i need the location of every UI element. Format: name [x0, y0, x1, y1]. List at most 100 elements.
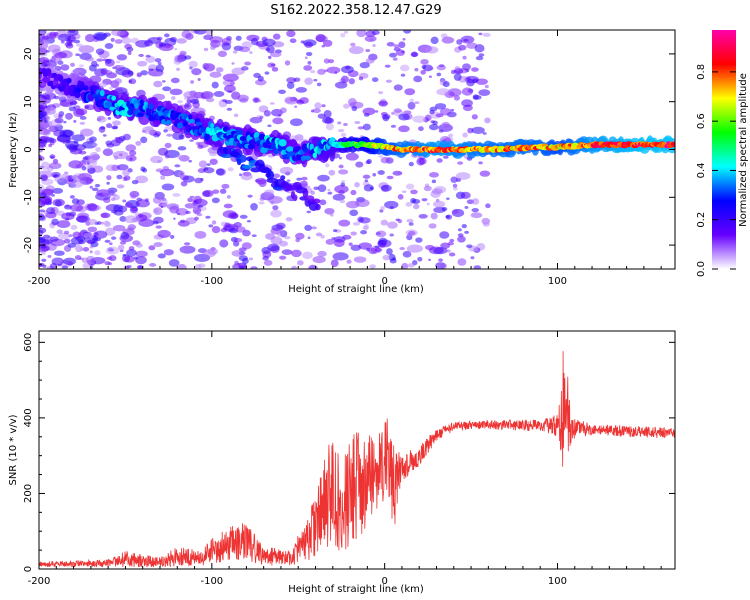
heatmap-speckle — [467, 127, 474, 134]
heatmap-speckle — [161, 183, 175, 191]
spectrogram-heatmap — [39, 30, 675, 269]
heatmap-speckle — [131, 217, 141, 223]
heatmap-speckle — [321, 116, 333, 124]
heatmap-speckle — [112, 120, 121, 126]
colorbar — [712, 30, 736, 269]
x-tick-label: -100 — [200, 576, 223, 587]
heatmap-speckle — [267, 55, 272, 60]
heatmap-speckle — [417, 256, 423, 262]
heatmap-speckle — [272, 205, 279, 211]
heatmap-speckle — [344, 65, 351, 70]
heatmap-ridge-cell — [273, 149, 280, 155]
heatmap-speckle — [128, 246, 135, 251]
heatmap-speckle — [461, 99, 473, 107]
heatmap-speckle — [471, 126, 485, 134]
x-tick-label: 0 — [381, 576, 387, 587]
heatmap-speckle — [355, 161, 364, 168]
heatmap-speckle — [267, 243, 280, 252]
heatmap-speckle — [126, 249, 137, 257]
heatmap-speckle — [317, 250, 327, 257]
y-tick-label: 0 — [23, 566, 34, 572]
heatmap-speckle — [219, 239, 229, 248]
heatmap-speckle — [94, 230, 108, 239]
heatmap-speckle — [51, 54, 62, 63]
heatmap-speckle — [86, 255, 96, 265]
heatmap-speckle — [435, 113, 444, 118]
heatmap-speckle — [401, 190, 407, 193]
heatmap-speckle — [408, 230, 416, 236]
heatmap-speckle — [42, 35, 50, 40]
heatmap-branch-cell — [220, 153, 233, 159]
heatmap-speckle — [470, 212, 483, 219]
heatmap-speckle — [177, 100, 183, 104]
heatmap-speckle — [439, 107, 452, 116]
heatmap-speckle — [359, 61, 370, 69]
heatmap-speckle — [174, 47, 178, 51]
heatmap-speckle — [119, 240, 127, 245]
heatmap-speckle — [157, 229, 171, 238]
heatmap-speckle — [70, 224, 78, 230]
heatmap-speckle — [427, 67, 434, 71]
heatmap-speckle — [315, 232, 323, 237]
heatmap-speckle — [442, 155, 449, 159]
heatmap-speckle — [137, 60, 148, 67]
heatmap-speckle — [431, 188, 443, 195]
x-tick-label: -100 — [200, 276, 223, 287]
heatmap-speckle — [322, 39, 333, 47]
heatmap-speckle — [195, 141, 201, 146]
heatmap-speckle — [206, 163, 211, 166]
heatmap-speckle — [319, 199, 327, 206]
heatmap-speckle — [248, 257, 254, 261]
y-tick-label: 10 — [23, 95, 34, 108]
heatmap-speckle — [358, 76, 364, 81]
heatmap-speckle — [75, 43, 83, 47]
heatmap-speckle — [246, 219, 251, 223]
spectrogram-y-label: Frequency (Hz) — [8, 112, 19, 188]
heatmap-speckle — [57, 33, 72, 42]
heatmap-speckle — [450, 108, 455, 112]
heatmap-speckle — [321, 104, 326, 108]
heatmap-speckle — [462, 63, 471, 71]
heatmap-speckle — [39, 214, 46, 221]
heatmap-speckle — [397, 194, 404, 200]
heatmap-speckle — [395, 49, 406, 56]
heatmap-speckle — [176, 67, 180, 71]
heatmap-speckle — [360, 230, 368, 235]
heatmap-speckle — [203, 167, 209, 171]
heatmap-speckle — [67, 261, 74, 266]
heatmap-speckle — [448, 252, 456, 257]
heatmap-speckle — [53, 31, 59, 36]
heatmap-speckle — [230, 213, 239, 219]
heatmap-speckle — [389, 206, 394, 210]
heatmap-ridge-cell — [73, 90, 81, 99]
heatmap-speckle — [436, 158, 443, 163]
heatmap-speckle — [78, 160, 86, 165]
heatmap-speckle — [390, 124, 396, 128]
heatmap-speckle — [240, 66, 249, 71]
heatmap-speckle — [47, 254, 52, 258]
heatmap-speckle — [256, 99, 262, 103]
heatmap-speckle — [372, 44, 376, 47]
y-tick-label: 200 — [23, 484, 34, 503]
heatmap-speckle — [61, 173, 70, 179]
heatmap-speckle — [177, 146, 187, 151]
heatmap-speckle — [473, 265, 482, 269]
heatmap-speckle — [78, 45, 95, 54]
heatmap-speckle — [317, 68, 326, 75]
heatmap-speckle — [398, 113, 410, 121]
heatmap-speckle — [170, 77, 180, 84]
heatmap-speckle — [387, 221, 398, 229]
heatmap-speckle — [414, 67, 419, 72]
heatmap-ridge-cell — [222, 126, 229, 132]
heatmap-speckle — [348, 78, 355, 85]
heatmap-speckle — [64, 171, 69, 175]
heatmap-speckle — [227, 90, 233, 93]
heatmap-speckle — [69, 204, 84, 212]
heatmap-speckle — [165, 154, 170, 159]
heatmap-speckle — [233, 113, 239, 118]
heatmap-speckle — [382, 254, 391, 261]
heatmap-speckle — [224, 84, 236, 93]
heatmap-speckle — [39, 57, 50, 64]
heatmap-speckle — [371, 77, 379, 83]
